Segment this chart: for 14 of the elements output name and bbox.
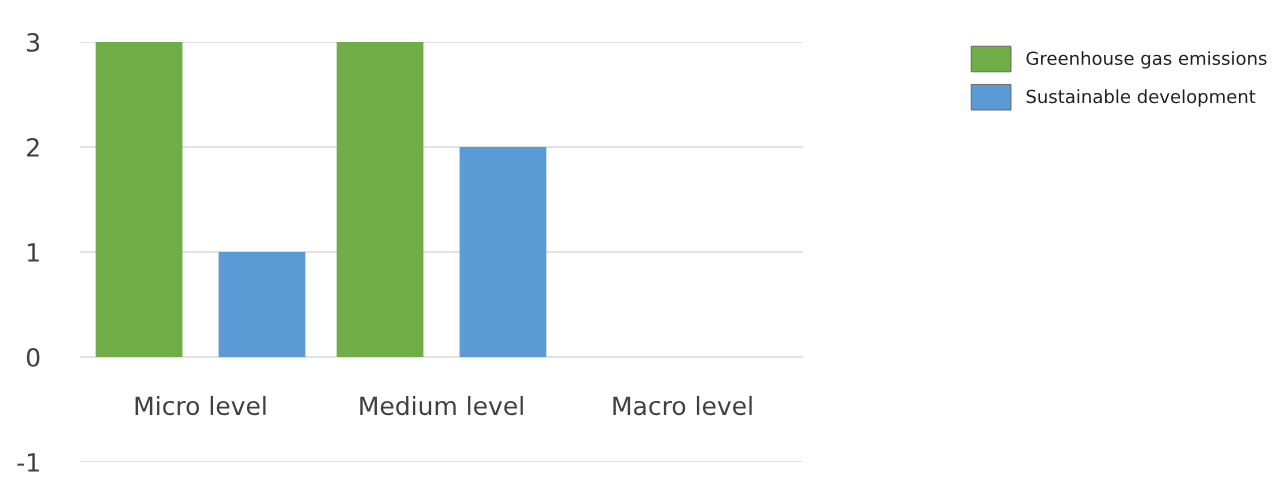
bar: [218, 252, 306, 357]
y-tick-label: 1: [27, 243, 39, 262]
y-tick-label: -1: [17, 453, 39, 472]
y-tick-label: 2: [27, 137, 39, 157]
x-tick-label: Medium level: [360, 395, 523, 416]
x-tick-label: Macro level: [613, 395, 752, 416]
bar: [459, 147, 547, 357]
legend-label: Sustainable development: [1026, 89, 1256, 107]
y-tick-label: 0: [26, 347, 40, 367]
bar: [336, 42, 424, 357]
bar: [95, 42, 183, 357]
x-tick-label: Micro level: [135, 395, 266, 416]
legend-label: Greenhouse gas emissions: [1026, 51, 1267, 69]
y-tick-label: 3: [27, 32, 40, 52]
